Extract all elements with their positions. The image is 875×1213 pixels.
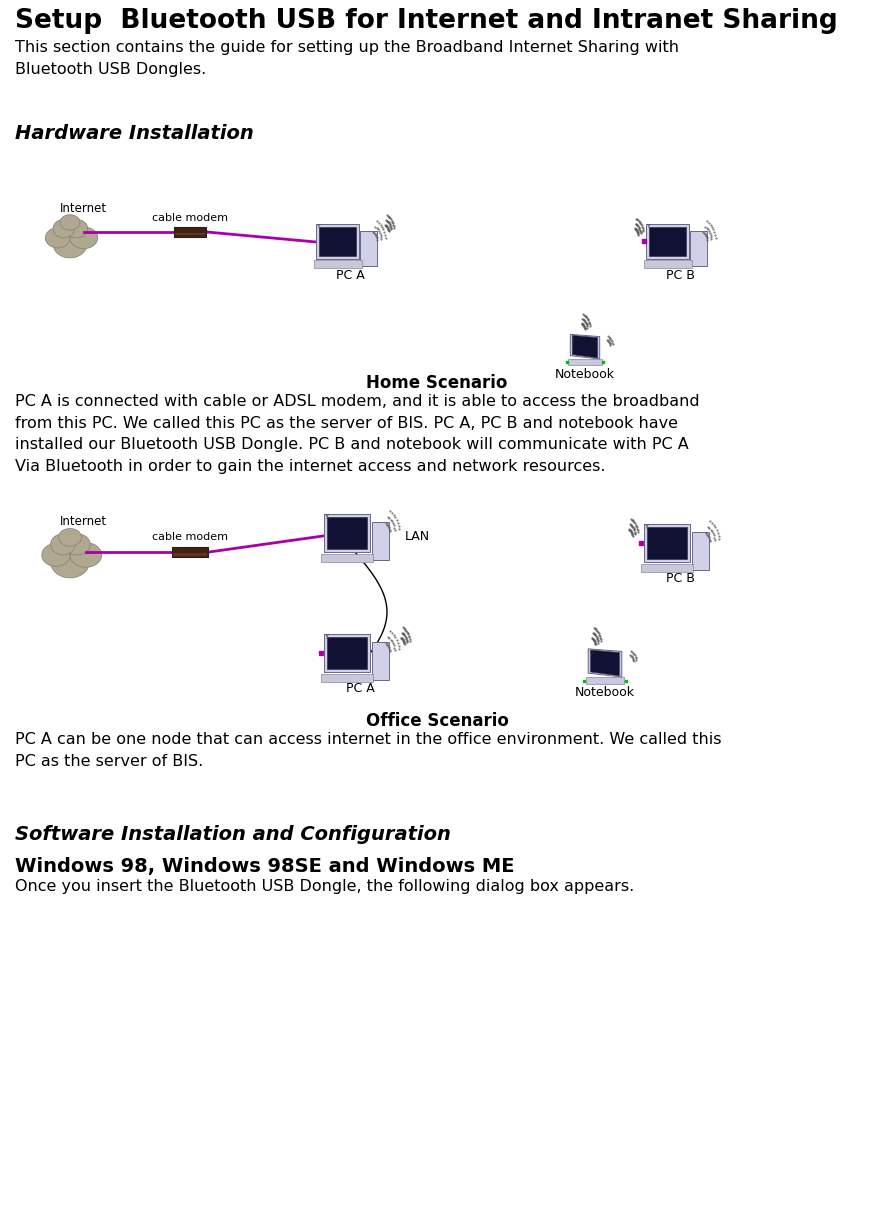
Bar bbox=[327, 517, 367, 548]
Bar bbox=[644, 524, 690, 562]
Bar bbox=[372, 522, 389, 560]
Text: Home Scenario: Home Scenario bbox=[367, 374, 508, 392]
Bar bbox=[321, 673, 373, 682]
Text: PC A can be one node that can access internet in the office environment. We call: PC A can be one node that can access int… bbox=[15, 731, 722, 769]
Bar bbox=[321, 553, 373, 562]
Text: Y: Y bbox=[589, 653, 592, 657]
Text: cable modem: cable modem bbox=[152, 213, 228, 223]
Ellipse shape bbox=[70, 227, 98, 249]
Ellipse shape bbox=[65, 220, 88, 238]
Text: Windows 98, Windows 98SE and Windows ME: Windows 98, Windows 98SE and Windows ME bbox=[15, 858, 514, 876]
Bar bbox=[690, 230, 707, 267]
Bar bbox=[324, 633, 370, 672]
Text: cable modem: cable modem bbox=[152, 531, 228, 541]
Bar bbox=[644, 261, 691, 268]
Text: Hardware Installation: Hardware Installation bbox=[15, 124, 254, 143]
Text: Y: Y bbox=[571, 337, 574, 342]
Bar bbox=[585, 677, 624, 684]
Text: Y: Y bbox=[317, 224, 321, 229]
Bar bbox=[175, 233, 205, 235]
Text: Y: Y bbox=[325, 514, 329, 520]
Ellipse shape bbox=[46, 228, 70, 247]
Ellipse shape bbox=[42, 543, 70, 566]
Bar bbox=[647, 223, 689, 260]
Ellipse shape bbox=[59, 529, 81, 546]
Text: Setup  Bluetooth USB for Internet and Intranet Sharing: Setup Bluetooth USB for Internet and Int… bbox=[15, 8, 837, 34]
Ellipse shape bbox=[51, 546, 89, 577]
Text: Internet: Internet bbox=[60, 516, 107, 529]
Text: Notebook: Notebook bbox=[575, 687, 635, 699]
Bar bbox=[372, 642, 389, 680]
Ellipse shape bbox=[70, 542, 102, 568]
Bar bbox=[649, 227, 686, 256]
Text: Internet: Internet bbox=[60, 201, 107, 215]
Bar bbox=[174, 228, 206, 237]
Bar bbox=[692, 531, 710, 570]
Polygon shape bbox=[572, 336, 598, 358]
Text: PC A: PC A bbox=[336, 269, 364, 281]
Text: Y: Y bbox=[325, 634, 329, 640]
Bar bbox=[317, 223, 359, 260]
Bar bbox=[568, 359, 602, 365]
Polygon shape bbox=[588, 649, 622, 677]
Bar bbox=[319, 227, 356, 256]
Ellipse shape bbox=[53, 230, 87, 258]
Text: Notebook: Notebook bbox=[555, 369, 615, 381]
Polygon shape bbox=[591, 650, 619, 676]
Text: Software Installation and Configuration: Software Installation and Configuration bbox=[15, 825, 451, 844]
Bar bbox=[173, 553, 206, 556]
Text: Office Scenario: Office Scenario bbox=[366, 712, 508, 730]
Bar bbox=[314, 261, 361, 268]
Ellipse shape bbox=[51, 534, 75, 556]
Bar bbox=[641, 564, 693, 571]
Bar bbox=[172, 547, 208, 557]
Text: PC A: PC A bbox=[346, 683, 374, 695]
Text: Y: Y bbox=[645, 524, 648, 530]
Bar bbox=[360, 230, 376, 267]
Ellipse shape bbox=[64, 534, 90, 556]
Bar bbox=[324, 513, 370, 552]
Bar bbox=[647, 526, 687, 559]
Text: Once you insert the Bluetooth USB Dongle, the following dialog box appears.: Once you insert the Bluetooth USB Dongle… bbox=[15, 879, 634, 894]
Ellipse shape bbox=[60, 215, 80, 230]
Ellipse shape bbox=[53, 220, 74, 238]
Text: This section contains the guide for setting up the Broadband Internet Sharing wi: This section contains the guide for sett… bbox=[15, 40, 679, 78]
Bar bbox=[327, 637, 367, 668]
Text: Y: Y bbox=[648, 224, 651, 229]
Text: PC B: PC B bbox=[666, 573, 695, 586]
Text: PC B: PC B bbox=[666, 269, 695, 281]
Text: PC A is connected with cable or ADSL modem, and it is able to access the broadba: PC A is connected with cable or ADSL mod… bbox=[15, 394, 700, 474]
Polygon shape bbox=[570, 335, 599, 359]
Text: LAN: LAN bbox=[405, 530, 430, 543]
